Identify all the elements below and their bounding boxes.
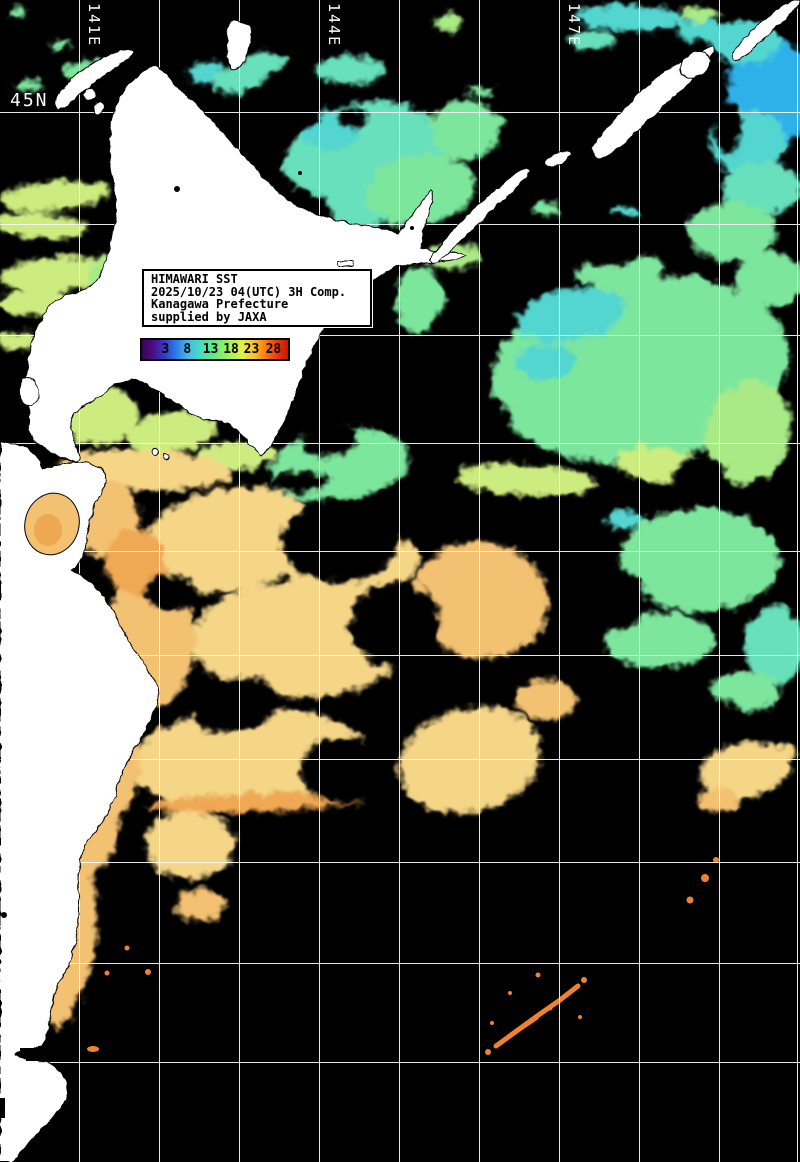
warm-streak: [87, 857, 719, 1055]
info-supplier: supplied by JAXA: [151, 309, 267, 324]
sst-colorbar: 3 8 13 18 23 28: [140, 338, 290, 361]
coast-notch: [0, 1098, 5, 1118]
strait-islet-1: [151, 448, 159, 456]
kunashir-island: [429, 167, 530, 264]
colorbar-tick-18: 18: [223, 342, 239, 357]
lake-dot-1: [174, 186, 180, 192]
colorbar-tick-8: 8: [183, 342, 192, 357]
parallel-gridlines: [0, 112, 800, 1063]
sendai-bay-finger-2: [26, 1057, 50, 1061]
colorbar-tick-23: 23: [243, 342, 260, 357]
colorbar-tick-13: 13: [202, 342, 219, 357]
mutsu-bay-warm-core: [34, 514, 62, 546]
info-box: HIMAWARI SST 2025/10/23 04(UTC) 3H Comp.…: [142, 269, 372, 327]
colorbar-gradient: [142, 340, 288, 359]
lake-dot-2: [298, 171, 302, 175]
rebun-island: [93, 100, 105, 116]
longitude-label-141e: 141E: [85, 3, 103, 48]
lake-dot-3: [410, 226, 414, 230]
info-title: HIMAWARI SST: [151, 272, 238, 286]
info-datetime: 2025/10/23 04(UTC) 3H Comp.: [151, 284, 347, 299]
info-provider: Kanagawa Prefecture: [151, 297, 289, 311]
shikotan-island: [544, 151, 572, 167]
okushiri-island: [18, 377, 40, 407]
cloud-no-data-layer: [61, 32, 800, 1082]
hokkaido-island: [26, 65, 467, 463]
iturup-lump: [679, 51, 711, 79]
offshore-islet-dot: [1, 912, 7, 918]
latitude-label-45n: 45N: [10, 90, 49, 111]
okhotsk-islet: [226, 20, 252, 70]
strait-islet-2: [162, 452, 170, 460]
colorbar-tick-28: 28: [265, 342, 282, 357]
colorbar-tick-3: 3: [161, 342, 170, 357]
longitude-label-144e: 144E: [325, 3, 343, 48]
coastal-islet: [337, 260, 354, 267]
sendai-bay-finger-1: [20, 1048, 46, 1052]
longitude-label-147e: 147E: [565, 3, 583, 48]
rishiri-island: [83, 87, 97, 101]
over-land-layer: [0, 171, 414, 1118]
urup-island: [730, 0, 800, 61]
sakhalin-tip: [54, 49, 134, 111]
